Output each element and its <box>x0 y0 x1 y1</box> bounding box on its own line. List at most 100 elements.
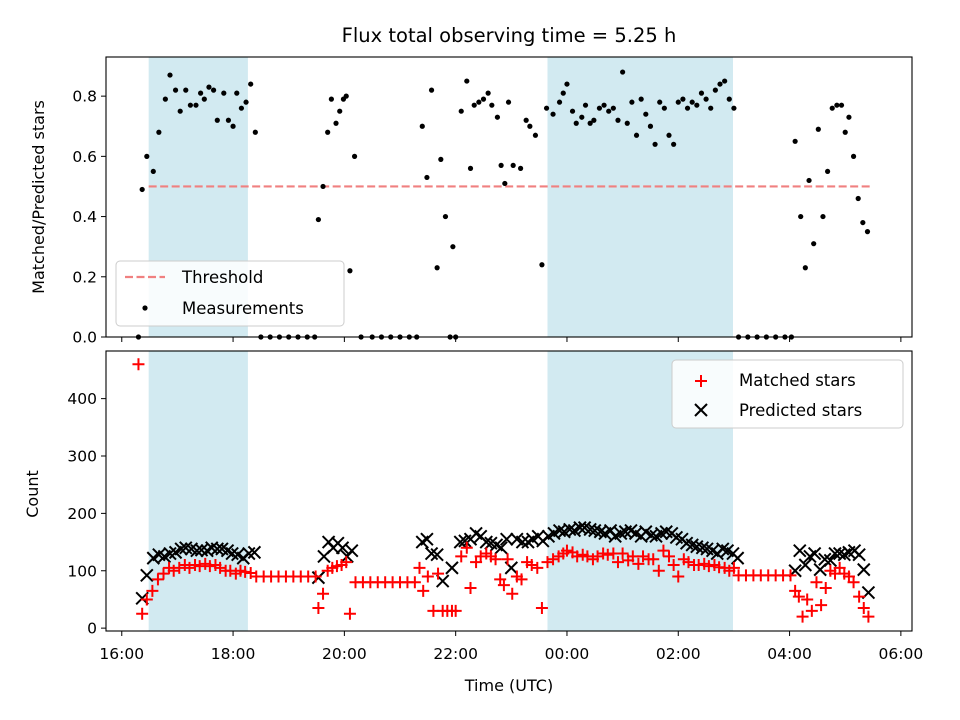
measurement-point <box>214 117 220 123</box>
measurement-point <box>671 141 677 147</box>
measurement-point <box>569 108 576 114</box>
matched-star-point <box>792 590 805 603</box>
matched-star-point <box>611 556 624 569</box>
matched-star-point <box>810 576 823 589</box>
measurement-point <box>596 105 603 111</box>
matched-star-point <box>183 561 196 574</box>
top-x-ticks <box>121 337 902 342</box>
predicted-star-point <box>614 526 628 541</box>
matched-star-point <box>662 550 675 563</box>
measurement-point <box>156 129 162 135</box>
matched-star-point <box>464 581 477 594</box>
matched-star-point <box>571 550 584 563</box>
measurement-point <box>206 84 212 90</box>
measurement-point <box>657 99 663 105</box>
measurement-point <box>139 186 145 193</box>
measurement-point <box>167 72 173 78</box>
matched-star-point <box>784 569 797 582</box>
matched-star-point <box>317 587 330 600</box>
measurement-point <box>610 105 616 111</box>
bottom-y-tick-label: 0 <box>87 620 97 638</box>
matched-star-point <box>151 573 164 586</box>
bottom-shaded-intervals <box>148 351 733 631</box>
matched-star-point <box>340 556 353 569</box>
predicted-star-points <box>135 521 876 606</box>
measurement-point <box>494 114 501 120</box>
measurement-point <box>532 132 539 138</box>
measurement-point <box>582 102 589 108</box>
measurement-point <box>633 132 640 138</box>
measurement-point <box>489 102 495 108</box>
measurement-point <box>661 105 667 111</box>
matched-star-point <box>601 548 614 561</box>
measurement-point <box>694 102 700 108</box>
matched-star-point <box>805 604 818 617</box>
measurement-point <box>243 99 249 105</box>
bottom-panel: 0 100 200 300 400 16:00 18:00 20:00 22:00 00:00 0… <box>23 350 923 695</box>
bottom-x-ticks: 16:00 18:00 20:00 22:00 00:00 02:00 04:00 06:00 <box>99 631 923 663</box>
matched-star-point <box>239 565 252 578</box>
matched-star-point <box>801 593 814 606</box>
predicted-star-point <box>494 541 508 555</box>
measurement-point <box>485 90 491 96</box>
predicted-star-point <box>515 535 530 549</box>
measurement-point <box>234 90 240 96</box>
measurement-point <box>144 153 150 159</box>
predicted-star-point <box>852 547 866 562</box>
bottom-axes-frame <box>105 350 913 632</box>
top-y-tick-label: 0.4 <box>72 208 97 226</box>
measurement-point <box>689 99 695 105</box>
matched-star-point <box>136 607 149 620</box>
measurement-point <box>450 244 456 250</box>
bottom-x-tick-label: 02:00 <box>656 645 701 663</box>
matched-star-point <box>489 553 502 566</box>
measurement-point <box>712 87 718 93</box>
top-y-tick-label: 0.6 <box>72 148 97 166</box>
measurement-point <box>187 102 194 108</box>
measurement-point <box>527 123 533 129</box>
matched-star-point <box>862 610 875 623</box>
measurement-point <box>434 265 440 271</box>
predicted-star-point <box>793 543 807 558</box>
measurement-point <box>815 126 821 132</box>
matched-star-point <box>667 559 680 572</box>
measurement-point <box>652 141 658 147</box>
matched-star-point <box>682 556 695 569</box>
measurement-point <box>638 96 644 102</box>
legend-threshold-label: Threshold <box>181 268 263 287</box>
top-y-tick-label: 0.8 <box>72 88 97 106</box>
matched-star-point <box>501 553 514 566</box>
matched-star-point <box>417 584 430 597</box>
measurement-point <box>829 105 835 111</box>
top-panel: 0.00.20.40.60.8 Matched/Predicted stars … <box>29 56 913 347</box>
measurement-point <box>802 265 808 271</box>
measurement-point <box>419 123 425 129</box>
measurement-point <box>347 268 353 274</box>
measurement-point <box>464 78 470 84</box>
matched-star-point <box>214 561 227 574</box>
predicted-star-point <box>685 538 699 552</box>
measurement-point <box>438 156 444 162</box>
legend-matched-label: Matched stars <box>739 371 856 390</box>
matched-star-point <box>637 550 650 563</box>
measurement-point <box>230 123 236 129</box>
measurement-point <box>850 153 857 159</box>
matched-star-point <box>525 559 538 572</box>
measurement-point <box>860 219 866 226</box>
measurement-point <box>201 96 207 102</box>
matched-star-point <box>815 599 828 612</box>
matched-star-point <box>632 557 645 570</box>
x-axis-label: Time (UTC) <box>464 676 553 695</box>
measurement-point <box>792 138 798 144</box>
measurement-point <box>343 93 349 99</box>
measurement-point <box>629 99 635 105</box>
measurement-point <box>684 105 691 111</box>
measurement-point <box>680 96 686 102</box>
matched-star-point <box>819 581 832 594</box>
legend-matched-swatch <box>695 375 707 387</box>
measurement-point <box>193 102 199 108</box>
top-shaded-intervals <box>148 57 733 337</box>
measurement-point <box>471 102 477 108</box>
matched-star-point <box>146 584 159 597</box>
measurement-point <box>579 114 585 120</box>
